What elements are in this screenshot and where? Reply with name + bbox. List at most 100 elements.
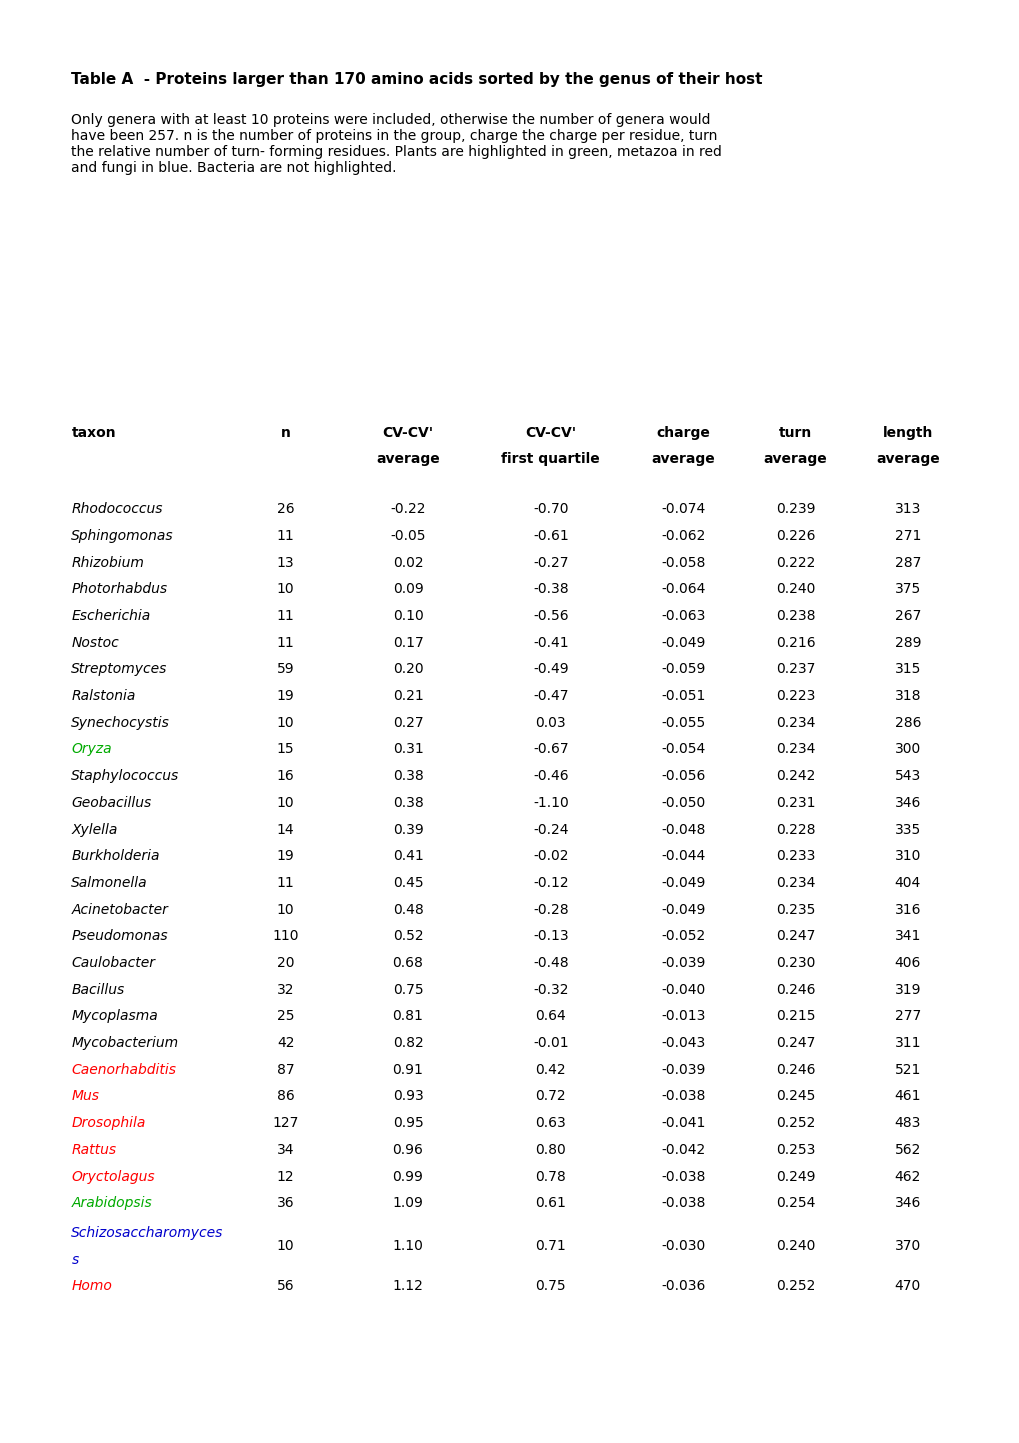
Text: 0.52: 0.52: [392, 929, 423, 944]
Text: Rhodococcus: Rhodococcus: [71, 502, 163, 517]
Text: -0.22: -0.22: [390, 502, 425, 517]
Text: 335: 335: [894, 823, 920, 837]
Text: 16: 16: [276, 769, 294, 784]
Text: -0.062: -0.062: [660, 530, 705, 543]
Text: 0.99: 0.99: [392, 1169, 423, 1183]
Text: -0.055: -0.055: [660, 716, 705, 730]
Text: 0.80: 0.80: [535, 1143, 566, 1157]
Text: turn: turn: [779, 426, 811, 440]
Text: 0.231: 0.231: [775, 795, 814, 810]
Text: -0.058: -0.058: [660, 556, 705, 570]
Text: -0.041: -0.041: [660, 1117, 705, 1130]
Text: 0.21: 0.21: [392, 688, 423, 703]
Text: 87: 87: [276, 1062, 294, 1076]
Text: Acinetobacter: Acinetobacter: [71, 903, 168, 916]
Text: 286: 286: [894, 716, 920, 730]
Text: Drosophila: Drosophila: [71, 1117, 146, 1130]
Text: -0.038: -0.038: [660, 1169, 705, 1183]
Text: average: average: [875, 452, 938, 466]
Text: 289: 289: [894, 635, 920, 649]
Text: Sphingomonas: Sphingomonas: [71, 530, 174, 543]
Text: 521: 521: [894, 1062, 920, 1076]
Text: 0.246: 0.246: [775, 983, 814, 997]
Text: -0.074: -0.074: [660, 502, 705, 517]
Text: 313: 313: [894, 502, 920, 517]
Text: -0.039: -0.039: [660, 1062, 705, 1076]
Text: -0.039: -0.039: [660, 955, 705, 970]
Text: 0.254: 0.254: [775, 1196, 814, 1211]
Text: 12: 12: [276, 1169, 294, 1183]
Text: -0.064: -0.064: [660, 582, 705, 596]
Text: Synechocystis: Synechocystis: [71, 716, 170, 730]
Text: 0.45: 0.45: [392, 876, 423, 890]
Text: 316: 316: [894, 903, 920, 916]
Text: -0.044: -0.044: [660, 848, 705, 863]
Text: -0.38: -0.38: [533, 582, 568, 596]
Text: 0.20: 0.20: [392, 662, 423, 677]
Text: 0.223: 0.223: [775, 688, 814, 703]
Text: Arabidopsis: Arabidopsis: [71, 1196, 152, 1211]
Text: -0.02: -0.02: [533, 848, 568, 863]
Text: 10: 10: [276, 795, 294, 810]
Text: 11: 11: [276, 609, 294, 623]
Text: 310: 310: [894, 848, 920, 863]
Text: 0.234: 0.234: [775, 742, 814, 756]
Text: 1.09: 1.09: [392, 1196, 423, 1211]
Text: 13: 13: [276, 556, 294, 570]
Text: 543: 543: [894, 769, 920, 784]
Text: 1.10: 1.10: [392, 1240, 423, 1253]
Text: 10: 10: [276, 582, 294, 596]
Text: -1.10: -1.10: [532, 795, 569, 810]
Text: 0.234: 0.234: [775, 876, 814, 890]
Text: 0.41: 0.41: [392, 848, 423, 863]
Text: average: average: [376, 452, 439, 466]
Text: 10: 10: [276, 716, 294, 730]
Text: 0.240: 0.240: [775, 1240, 814, 1253]
Text: 0.03: 0.03: [535, 716, 566, 730]
Text: 10: 10: [276, 903, 294, 916]
Text: 0.75: 0.75: [535, 1278, 566, 1293]
Text: 0.72: 0.72: [535, 1089, 566, 1104]
Text: 404: 404: [894, 876, 920, 890]
Text: 0.63: 0.63: [535, 1117, 566, 1130]
Text: 346: 346: [894, 795, 920, 810]
Text: 0.238: 0.238: [775, 609, 814, 623]
Text: 0.226: 0.226: [775, 530, 814, 543]
Text: 14: 14: [276, 823, 294, 837]
Text: 0.230: 0.230: [775, 955, 814, 970]
Text: 311: 311: [894, 1036, 920, 1051]
Text: 318: 318: [894, 688, 920, 703]
Text: 0.234: 0.234: [775, 716, 814, 730]
Text: -0.48: -0.48: [533, 955, 568, 970]
Text: -0.052: -0.052: [660, 929, 705, 944]
Text: average: average: [763, 452, 826, 466]
Text: 0.31: 0.31: [392, 742, 423, 756]
Text: -0.043: -0.043: [660, 1036, 705, 1051]
Text: -0.056: -0.056: [660, 769, 705, 784]
Text: 277: 277: [894, 1010, 920, 1023]
Text: -0.47: -0.47: [533, 688, 568, 703]
Text: 0.38: 0.38: [392, 795, 423, 810]
Text: 0.71: 0.71: [535, 1240, 566, 1253]
Text: Mus: Mus: [71, 1089, 99, 1104]
Text: 0.237: 0.237: [775, 662, 814, 677]
Text: 0.02: 0.02: [392, 556, 423, 570]
Text: Only genera with at least 10 proteins were included, otherwise the number of gen: Only genera with at least 10 proteins we…: [71, 113, 721, 175]
Text: Staphylococcus: Staphylococcus: [71, 769, 179, 784]
Text: 42: 42: [276, 1036, 294, 1051]
Text: 562: 562: [894, 1143, 920, 1157]
Text: Oryza: Oryza: [71, 742, 112, 756]
Text: -0.32: -0.32: [533, 983, 568, 997]
Text: 0.247: 0.247: [775, 929, 814, 944]
Text: 20: 20: [276, 955, 294, 970]
Text: Bacillus: Bacillus: [71, 983, 124, 997]
Text: 0.75: 0.75: [392, 983, 423, 997]
Text: 56: 56: [276, 1278, 294, 1293]
Text: -0.050: -0.050: [660, 795, 705, 810]
Text: n: n: [280, 426, 290, 440]
Text: 1.12: 1.12: [392, 1278, 423, 1293]
Text: 110: 110: [272, 929, 299, 944]
Text: CV-CV': CV-CV': [525, 426, 576, 440]
Text: -0.12: -0.12: [533, 876, 568, 890]
Text: -0.049: -0.049: [660, 635, 705, 649]
